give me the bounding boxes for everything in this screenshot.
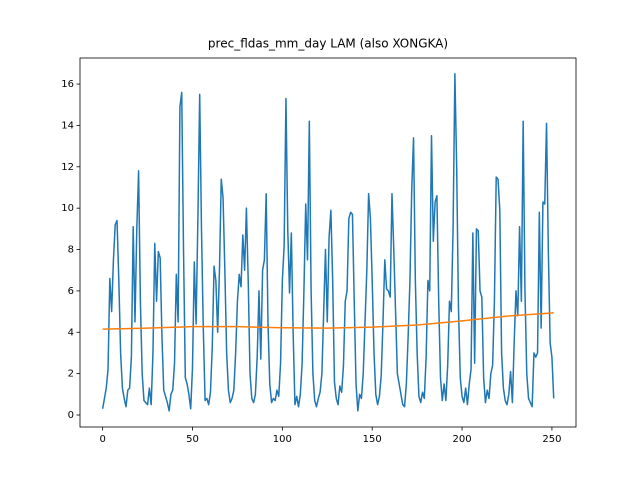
y-tick-label: 6 [68, 286, 74, 297]
data-line [101, 72, 555, 412]
y-tick-label: 12 [61, 162, 74, 173]
x-tick-label: 200 [453, 434, 472, 445]
y-tick-label: 0 [68, 410, 74, 421]
x-tick-label: 150 [363, 434, 382, 445]
data-line [102, 311, 554, 330]
y-tick-label: 4 [68, 327, 74, 338]
y-tick-label: 10 [61, 203, 74, 214]
x-tick-label: 100 [273, 434, 292, 445]
y-tick-label: 16 [61, 79, 74, 90]
x-tick-label: 0 [99, 434, 105, 445]
plot-frame [79, 57, 577, 428]
y-tick-label: 2 [68, 369, 74, 380]
x-tick-label: 50 [186, 434, 199, 445]
y-tick-label: 14 [61, 120, 74, 131]
chart-title: prec_fldas_mm_day LAM (also XONGKA) [208, 37, 448, 51]
y-tick-label: 8 [68, 245, 74, 256]
x-tick-label: 250 [542, 434, 561, 445]
